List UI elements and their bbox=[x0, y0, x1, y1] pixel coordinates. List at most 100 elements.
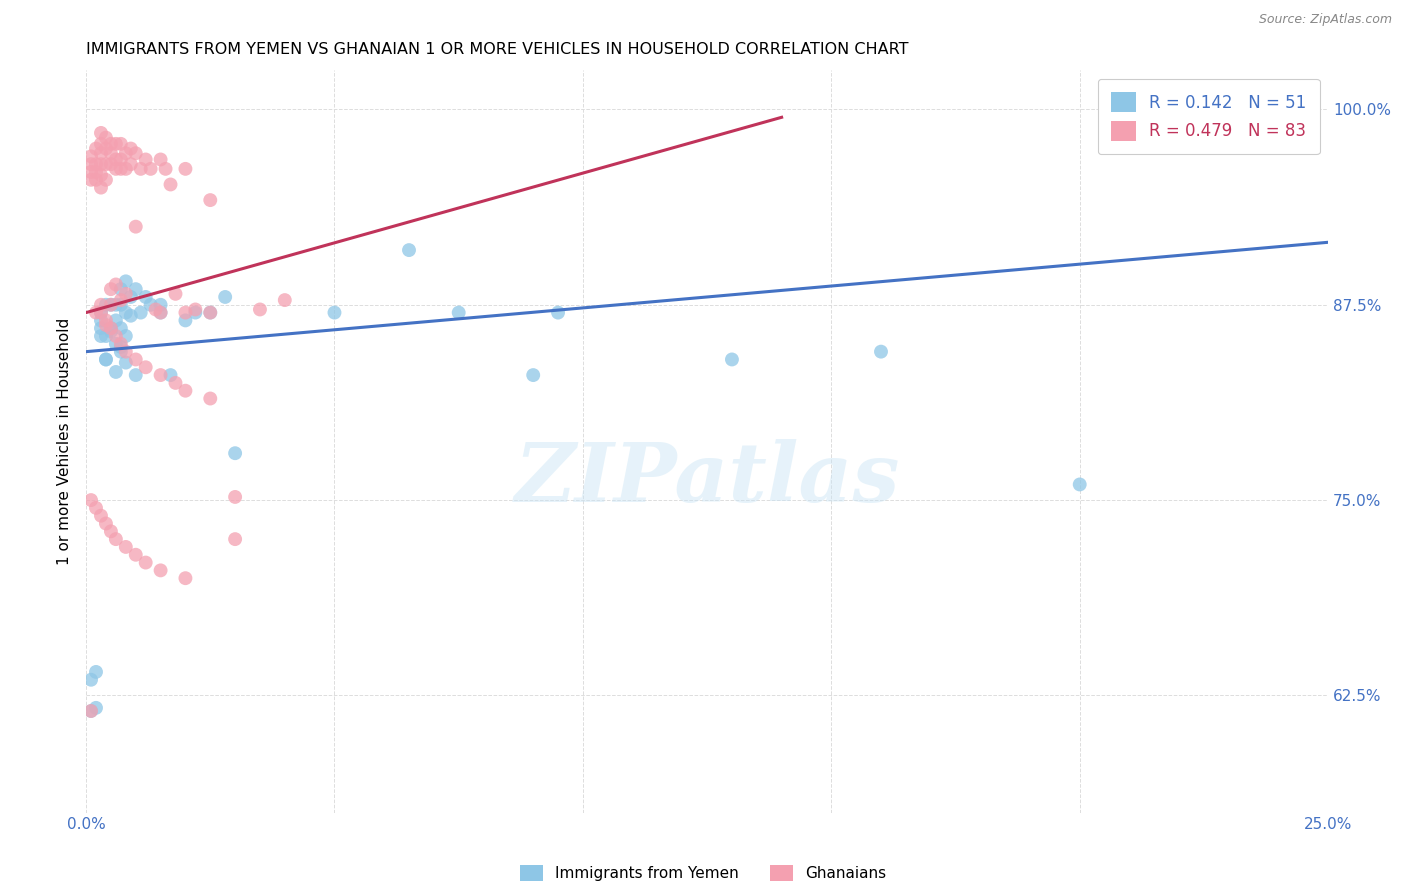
Point bbox=[84, 305, 107, 319]
Point bbox=[110, 344, 132, 359]
Point bbox=[135, 153, 157, 167]
Point bbox=[139, 298, 162, 312]
Point bbox=[80, 673, 103, 687]
Point bbox=[90, 305, 112, 319]
Point bbox=[114, 344, 136, 359]
Point bbox=[159, 368, 181, 382]
Point bbox=[323, 305, 346, 319]
Point bbox=[80, 493, 103, 508]
Point bbox=[94, 142, 117, 156]
Point bbox=[224, 532, 246, 546]
Point bbox=[139, 161, 162, 176]
Point bbox=[90, 157, 112, 171]
Point bbox=[129, 161, 152, 176]
Point bbox=[870, 344, 893, 359]
Point bbox=[94, 318, 117, 332]
Point bbox=[84, 701, 107, 715]
Point bbox=[80, 165, 103, 179]
Point bbox=[114, 305, 136, 319]
Point bbox=[84, 142, 107, 156]
Point bbox=[184, 305, 207, 319]
Point bbox=[224, 490, 246, 504]
Point bbox=[721, 352, 744, 367]
Point bbox=[125, 548, 148, 562]
Point bbox=[125, 352, 148, 367]
Point bbox=[249, 302, 271, 317]
Point bbox=[200, 392, 222, 406]
Point bbox=[94, 329, 117, 343]
Point bbox=[90, 321, 112, 335]
Point bbox=[114, 286, 136, 301]
Point bbox=[447, 305, 470, 319]
Point bbox=[84, 165, 107, 179]
Point bbox=[100, 298, 122, 312]
Point bbox=[110, 136, 132, 151]
Point bbox=[100, 321, 122, 335]
Point bbox=[100, 298, 122, 312]
Point bbox=[80, 149, 103, 163]
Point bbox=[90, 305, 112, 319]
Point bbox=[155, 161, 177, 176]
Point bbox=[94, 313, 117, 327]
Point bbox=[110, 298, 132, 312]
Point bbox=[114, 540, 136, 554]
Y-axis label: 1 or more Vehicles in Household: 1 or more Vehicles in Household bbox=[58, 318, 72, 566]
Point bbox=[214, 290, 236, 304]
Point bbox=[100, 136, 122, 151]
Legend: R = 0.142   N = 51, R = 0.479   N = 83: R = 0.142 N = 51, R = 0.479 N = 83 bbox=[1098, 78, 1320, 154]
Point bbox=[104, 153, 127, 167]
Point bbox=[110, 161, 132, 176]
Point bbox=[90, 146, 112, 161]
Point bbox=[94, 298, 117, 312]
Point bbox=[1069, 477, 1091, 491]
Point bbox=[200, 305, 222, 319]
Point bbox=[90, 126, 112, 140]
Point bbox=[149, 563, 172, 577]
Point bbox=[90, 136, 112, 151]
Point bbox=[110, 153, 132, 167]
Point bbox=[165, 376, 187, 390]
Point bbox=[94, 173, 117, 187]
Point bbox=[90, 298, 112, 312]
Point bbox=[114, 146, 136, 161]
Point bbox=[94, 130, 117, 145]
Point bbox=[135, 290, 157, 304]
Point bbox=[149, 153, 172, 167]
Text: ZIPatlas: ZIPatlas bbox=[515, 439, 900, 518]
Point bbox=[174, 305, 197, 319]
Point bbox=[174, 313, 197, 327]
Point bbox=[114, 329, 136, 343]
Point bbox=[200, 305, 222, 319]
Point bbox=[84, 665, 107, 679]
Point bbox=[135, 556, 157, 570]
Point bbox=[84, 500, 107, 515]
Point bbox=[110, 336, 132, 351]
Point bbox=[110, 321, 132, 335]
Text: Source: ZipAtlas.com: Source: ZipAtlas.com bbox=[1258, 13, 1392, 27]
Point bbox=[174, 384, 197, 398]
Point bbox=[80, 704, 103, 718]
Point bbox=[110, 293, 132, 307]
Point bbox=[94, 516, 117, 531]
Point bbox=[149, 368, 172, 382]
Point bbox=[94, 352, 117, 367]
Point bbox=[224, 446, 246, 460]
Point bbox=[104, 329, 127, 343]
Point bbox=[84, 157, 107, 171]
Point bbox=[120, 290, 142, 304]
Point bbox=[100, 524, 122, 539]
Point bbox=[84, 173, 107, 187]
Point bbox=[100, 157, 122, 171]
Point bbox=[80, 704, 103, 718]
Point bbox=[114, 161, 136, 176]
Point bbox=[90, 329, 112, 343]
Point bbox=[90, 313, 112, 327]
Point bbox=[104, 161, 127, 176]
Point bbox=[274, 293, 297, 307]
Point bbox=[104, 277, 127, 292]
Point bbox=[110, 340, 132, 354]
Point bbox=[200, 193, 222, 207]
Legend: Immigrants from Yemen, Ghanaians: Immigrants from Yemen, Ghanaians bbox=[515, 858, 891, 888]
Point bbox=[125, 219, 148, 234]
Point bbox=[174, 161, 197, 176]
